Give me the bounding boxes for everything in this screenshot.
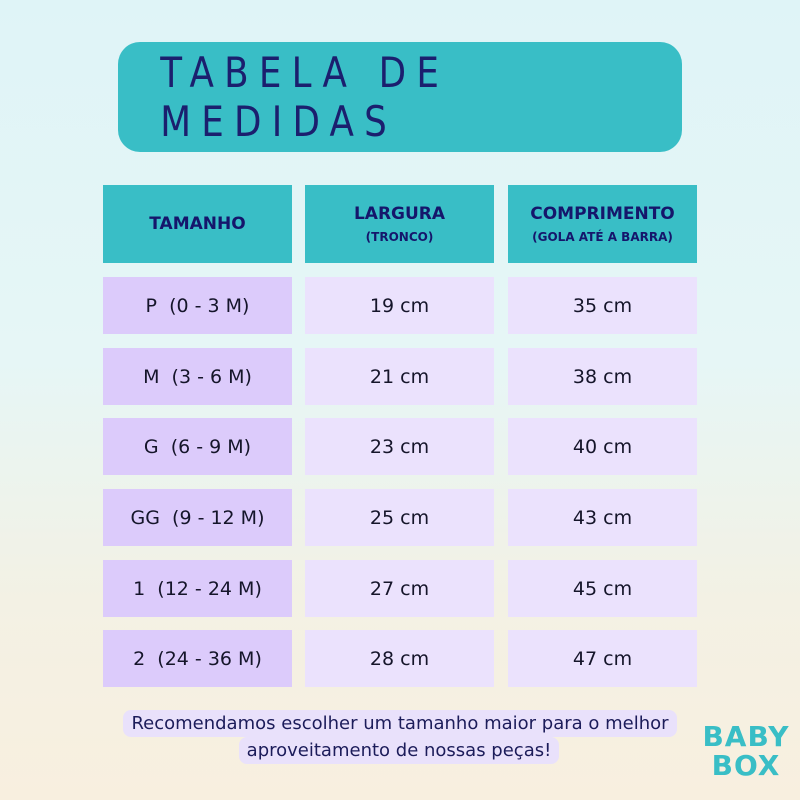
header-label: TAMANHO [149,214,246,234]
recommendation-note-line1: Recomendamos escolher um tamanho maior p… [0,710,800,737]
comprimento-cell: 43 cm [508,489,697,546]
largura-cell: 28 cm [305,630,494,687]
header-sublabel: (TRONCO) [365,230,434,244]
note-text: Recomendamos escolher um tamanho maior p… [123,710,677,737]
size-cell: P (0 - 3 M) [103,277,292,334]
note-text: aproveitamento de nossas peças! [238,737,560,764]
header-largura: LARGURA (TRONCO) [305,185,494,263]
comprimento-cell: 35 cm [508,277,697,334]
largura-cell: 23 cm [305,418,494,475]
largura-cell: 27 cm [305,560,494,617]
size-cell: G (6 - 9 M) [103,418,292,475]
title-banner: Tabela de Medidas [118,42,682,152]
header-sublabel: (GOLA ATÉ A BARRA) [532,230,673,244]
logo-line2: BOX [711,749,781,782]
comprimento-cell: 38 cm [508,348,697,405]
header-tamanho: TAMANHO [103,185,292,263]
header-label: COMPRIMENTO [530,204,675,224]
size-cell: M (3 - 6 M) [103,348,292,405]
size-cell: 1 (12 - 24 M) [103,560,292,617]
size-cell: GG (9 - 12 M) [103,489,292,546]
largura-cell: 25 cm [305,489,494,546]
baby-box-logo: BABY BOX [700,722,792,780]
size-cell: 2 (24 - 36 M) [103,630,292,687]
largura-cell: 21 cm [305,348,494,405]
page-title: Tabela de Medidas [160,48,450,146]
header-label: LARGURA [353,204,446,224]
logo-line1: BABY [702,720,790,753]
recommendation-note-line2: aproveitamento de nossas peças! [0,737,799,764]
comprimento-cell: 45 cm [508,560,697,617]
comprimento-cell: 40 cm [508,418,697,475]
largura-cell: 19 cm [305,277,494,334]
header-comprimento: COMPRIMENTO (GOLA ATÉ A BARRA) [508,185,697,263]
comprimento-cell: 47 cm [508,630,697,687]
